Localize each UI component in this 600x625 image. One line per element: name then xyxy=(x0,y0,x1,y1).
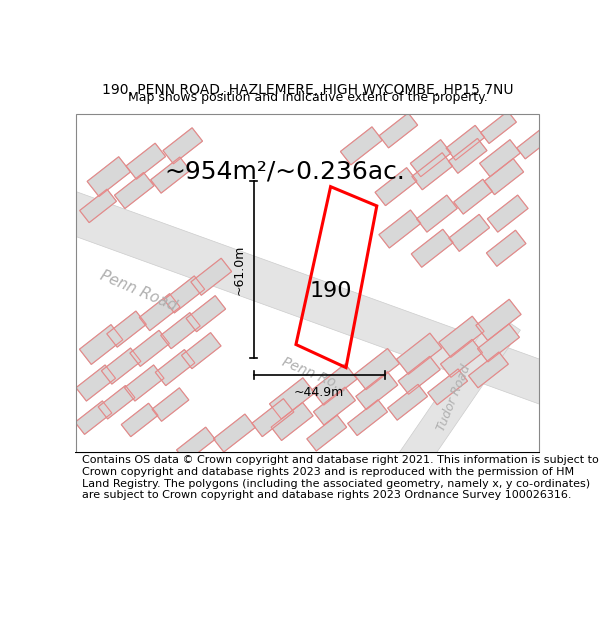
Polygon shape xyxy=(375,168,417,206)
Polygon shape xyxy=(271,402,313,441)
Polygon shape xyxy=(181,332,221,369)
Polygon shape xyxy=(307,415,347,451)
Polygon shape xyxy=(395,312,520,476)
Polygon shape xyxy=(313,387,355,425)
Polygon shape xyxy=(388,384,428,420)
Polygon shape xyxy=(79,324,123,364)
Polygon shape xyxy=(163,127,203,164)
Polygon shape xyxy=(214,414,256,452)
Polygon shape xyxy=(356,372,398,410)
Polygon shape xyxy=(101,348,141,384)
Text: Map shows position and indicative extent of the property.: Map shows position and indicative extent… xyxy=(128,91,487,104)
Polygon shape xyxy=(130,330,169,366)
Polygon shape xyxy=(312,364,357,405)
Polygon shape xyxy=(46,186,561,407)
Polygon shape xyxy=(379,210,421,248)
Polygon shape xyxy=(191,258,232,295)
Text: ~61.0m: ~61.0m xyxy=(233,244,246,295)
Text: Penn Road: Penn Road xyxy=(98,268,179,314)
Polygon shape xyxy=(379,113,418,148)
Polygon shape xyxy=(80,189,116,222)
Polygon shape xyxy=(87,157,131,196)
Polygon shape xyxy=(478,324,520,362)
Polygon shape xyxy=(440,339,482,377)
Polygon shape xyxy=(269,378,315,419)
Text: Tudor Road: Tudor Road xyxy=(434,363,473,434)
Polygon shape xyxy=(446,126,485,160)
Polygon shape xyxy=(469,352,508,388)
Polygon shape xyxy=(76,365,116,401)
Polygon shape xyxy=(517,127,553,159)
Polygon shape xyxy=(340,127,382,165)
Text: ~954m²/~0.236ac.: ~954m²/~0.236ac. xyxy=(164,159,405,183)
Polygon shape xyxy=(161,312,200,349)
Polygon shape xyxy=(449,214,490,251)
Polygon shape xyxy=(412,152,452,190)
Polygon shape xyxy=(410,139,451,177)
Polygon shape xyxy=(107,311,146,347)
Polygon shape xyxy=(151,157,190,193)
Polygon shape xyxy=(252,399,294,437)
Text: Penn Ro...: Penn Ro... xyxy=(280,355,350,396)
Polygon shape xyxy=(454,179,493,214)
Polygon shape xyxy=(164,276,205,313)
Polygon shape xyxy=(397,333,442,374)
Text: 190, PENN ROAD, HAZLEMERE, HIGH WYCOMBE, HP15 7NU: 190, PENN ROAD, HAZLEMERE, HIGH WYCOMBE,… xyxy=(102,84,513,98)
Polygon shape xyxy=(487,230,526,266)
Polygon shape xyxy=(75,401,112,434)
Text: 190: 190 xyxy=(310,281,352,301)
Polygon shape xyxy=(448,138,487,173)
Polygon shape xyxy=(186,296,226,332)
Text: ~44.9m: ~44.9m xyxy=(294,386,344,399)
Polygon shape xyxy=(481,111,517,144)
Polygon shape xyxy=(347,400,388,436)
Polygon shape xyxy=(428,369,467,405)
Polygon shape xyxy=(115,173,154,209)
Polygon shape xyxy=(354,349,400,390)
Polygon shape xyxy=(176,427,215,462)
Polygon shape xyxy=(416,195,457,232)
Polygon shape xyxy=(139,294,180,331)
Polygon shape xyxy=(398,356,440,394)
Polygon shape xyxy=(487,195,528,232)
Polygon shape xyxy=(479,139,520,177)
Polygon shape xyxy=(439,316,484,357)
Polygon shape xyxy=(155,349,195,386)
Polygon shape xyxy=(124,365,164,401)
Polygon shape xyxy=(484,159,524,195)
Text: Contains OS data © Crown copyright and database right 2021. This information is : Contains OS data © Crown copyright and d… xyxy=(82,456,599,500)
Polygon shape xyxy=(476,299,521,341)
Polygon shape xyxy=(411,229,453,268)
Polygon shape xyxy=(121,403,158,437)
Polygon shape xyxy=(126,143,166,179)
Polygon shape xyxy=(98,386,135,419)
Polygon shape xyxy=(152,388,189,421)
